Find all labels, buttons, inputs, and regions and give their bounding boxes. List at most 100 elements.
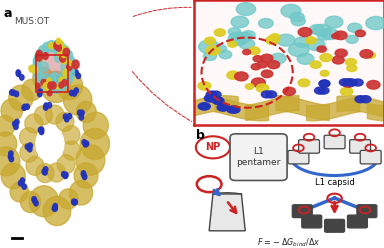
Circle shape xyxy=(38,127,43,133)
Circle shape xyxy=(228,32,248,45)
Polygon shape xyxy=(0,147,20,176)
Circle shape xyxy=(342,79,355,87)
Circle shape xyxy=(36,83,40,89)
Circle shape xyxy=(320,54,332,62)
Circle shape xyxy=(47,78,51,84)
Circle shape xyxy=(62,80,67,86)
Circle shape xyxy=(72,91,76,96)
Circle shape xyxy=(84,141,89,146)
Circle shape xyxy=(270,34,280,40)
FancyBboxPatch shape xyxy=(324,135,345,149)
Circle shape xyxy=(47,90,52,96)
Circle shape xyxy=(43,105,48,110)
Circle shape xyxy=(198,82,211,90)
Circle shape xyxy=(306,37,316,44)
Circle shape xyxy=(43,73,50,82)
Circle shape xyxy=(47,82,56,93)
Circle shape xyxy=(339,79,350,86)
Circle shape xyxy=(25,144,30,150)
Circle shape xyxy=(47,102,52,108)
Circle shape xyxy=(64,172,68,178)
Circle shape xyxy=(242,31,255,39)
Circle shape xyxy=(320,70,329,76)
Circle shape xyxy=(9,156,13,162)
Circle shape xyxy=(36,126,64,161)
Circle shape xyxy=(25,104,30,109)
Circle shape xyxy=(43,83,50,91)
Circle shape xyxy=(74,88,78,93)
Polygon shape xyxy=(46,105,64,124)
Text: NP: NP xyxy=(205,142,220,152)
Circle shape xyxy=(35,73,44,84)
Circle shape xyxy=(22,184,26,189)
Circle shape xyxy=(41,62,48,71)
Circle shape xyxy=(10,90,14,95)
Circle shape xyxy=(47,41,56,52)
Circle shape xyxy=(318,87,329,94)
Circle shape xyxy=(353,79,363,86)
Circle shape xyxy=(45,77,53,86)
Circle shape xyxy=(61,172,66,177)
Circle shape xyxy=(214,97,224,104)
Circle shape xyxy=(227,106,238,113)
Circle shape xyxy=(43,81,51,92)
Circle shape xyxy=(39,48,69,86)
Circle shape xyxy=(51,72,59,81)
Circle shape xyxy=(268,61,280,69)
Circle shape xyxy=(262,91,272,98)
Polygon shape xyxy=(22,79,42,101)
Circle shape xyxy=(360,96,371,103)
Circle shape xyxy=(55,75,62,84)
Circle shape xyxy=(218,104,229,111)
Circle shape xyxy=(76,73,81,79)
Circle shape xyxy=(83,142,88,147)
Circle shape xyxy=(33,67,42,78)
FancyBboxPatch shape xyxy=(350,140,371,153)
FancyBboxPatch shape xyxy=(348,215,367,228)
Polygon shape xyxy=(74,163,98,188)
Circle shape xyxy=(81,171,86,176)
Circle shape xyxy=(325,16,343,28)
Text: L1 capsid: L1 capsid xyxy=(315,179,354,187)
Polygon shape xyxy=(9,85,33,111)
Circle shape xyxy=(20,75,24,80)
Circle shape xyxy=(297,53,314,64)
Circle shape xyxy=(23,104,27,110)
Polygon shape xyxy=(0,116,15,136)
Circle shape xyxy=(55,76,60,82)
Circle shape xyxy=(43,42,51,53)
Circle shape xyxy=(48,82,54,89)
Circle shape xyxy=(70,90,74,96)
Polygon shape xyxy=(26,156,44,175)
Circle shape xyxy=(72,200,76,205)
Circle shape xyxy=(366,16,384,30)
Circle shape xyxy=(63,69,68,76)
Circle shape xyxy=(59,82,64,88)
Circle shape xyxy=(204,95,215,102)
Circle shape xyxy=(82,140,86,145)
Circle shape xyxy=(33,198,37,204)
Circle shape xyxy=(228,41,237,47)
Circle shape xyxy=(38,86,43,92)
Circle shape xyxy=(270,53,286,64)
Circle shape xyxy=(236,3,256,15)
Circle shape xyxy=(203,52,217,61)
Circle shape xyxy=(50,82,56,89)
Circle shape xyxy=(40,127,44,132)
Circle shape xyxy=(62,47,68,54)
Circle shape xyxy=(33,62,41,72)
Circle shape xyxy=(310,61,321,68)
Circle shape xyxy=(79,115,84,120)
Circle shape xyxy=(38,89,42,95)
Circle shape xyxy=(66,67,74,78)
Circle shape xyxy=(281,4,301,17)
Polygon shape xyxy=(80,128,109,159)
Polygon shape xyxy=(70,181,93,205)
Circle shape xyxy=(307,39,325,51)
Circle shape xyxy=(74,70,78,75)
Circle shape xyxy=(288,43,309,57)
Text: b: b xyxy=(196,129,205,142)
Circle shape xyxy=(295,37,310,47)
Circle shape xyxy=(65,117,69,122)
Circle shape xyxy=(277,34,295,46)
